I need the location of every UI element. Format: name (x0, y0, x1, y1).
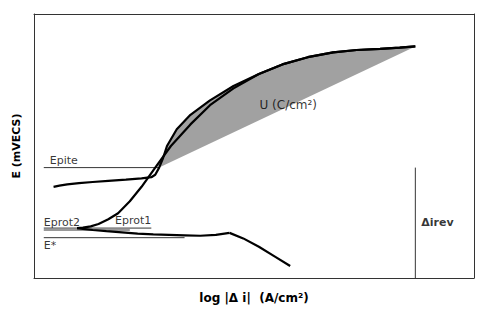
svg-text:log |Δ i| (A/cm²): log |Δ i| (A/cm²) (199, 291, 308, 305)
svg-text:E*: E* (44, 239, 57, 252)
svg-text:U (C/cm²): U (C/cm²) (259, 98, 316, 112)
svg-text:Epite: Epite (50, 154, 78, 167)
svg-text:E (mVECS): E (mVECS) (10, 113, 23, 178)
svg-text:Eprot2: Eprot2 (44, 216, 80, 229)
svg-text:Δirev: Δirev (421, 216, 454, 229)
svg-text:Eprot1: Eprot1 (115, 214, 151, 227)
